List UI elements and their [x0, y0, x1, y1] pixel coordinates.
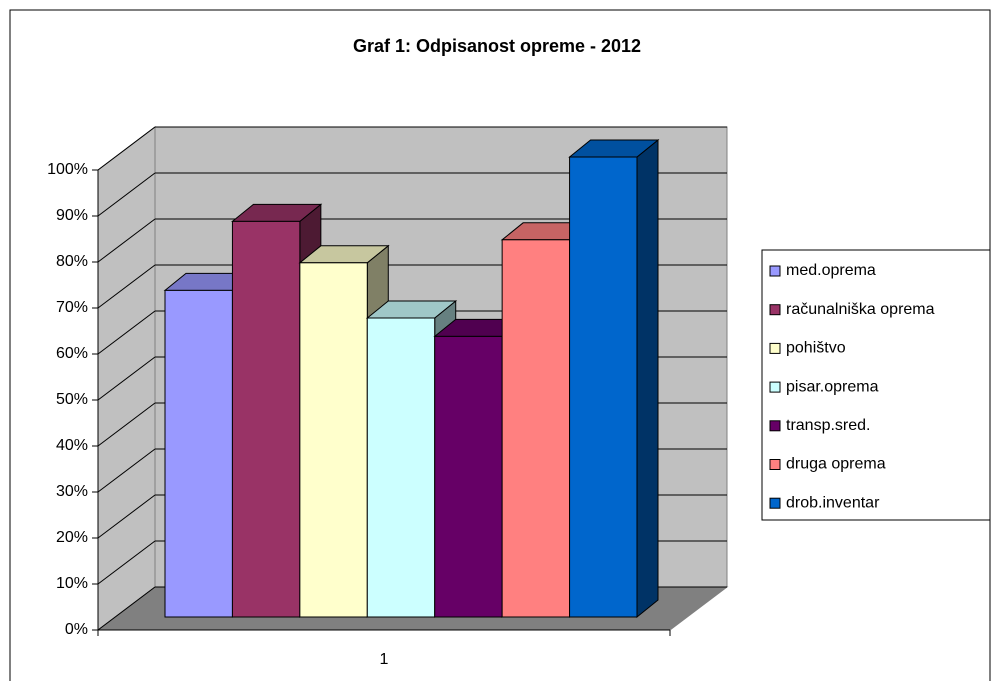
legend-swatch	[769, 420, 781, 432]
legend-label: druga oprema	[786, 456, 886, 473]
grid-line	[97, 126, 156, 171]
bar-side	[636, 138, 659, 619]
grid-line	[97, 494, 156, 539]
chart-title: Graf 1: Odpisanost opreme - 2012	[353, 36, 641, 56]
bar	[569, 156, 638, 618]
y-tick-label: 100%	[47, 161, 88, 178]
y-tick-label: 50%	[56, 391, 88, 408]
legend-swatch	[769, 381, 781, 393]
y-tick-label: 40%	[56, 437, 88, 454]
grid-line	[97, 586, 156, 631]
x-tick-label: 1	[380, 651, 389, 668]
bar	[366, 317, 436, 618]
y-tick-label: 90%	[56, 207, 88, 224]
y-tick-label: 10%	[56, 575, 88, 592]
legend-swatch	[769, 304, 781, 316]
grid-line	[97, 448, 156, 493]
y-tick-label: 60%	[56, 345, 88, 362]
legend-swatch	[769, 265, 781, 277]
y-tick-label: 70%	[56, 299, 88, 316]
legend-label: računalniška oprema	[786, 301, 935, 318]
grid-line	[97, 356, 156, 401]
legend-label: drob.inventar	[786, 494, 880, 511]
grid-line	[97, 218, 156, 263]
legend	[761, 249, 991, 521]
grid-line	[97, 172, 156, 217]
bar	[434, 335, 503, 618]
y-tick-label: 30%	[56, 483, 88, 500]
legend-label: transp.sred.	[786, 417, 870, 434]
legend-label: med.oprema	[786, 262, 876, 279]
legend-swatch	[769, 497, 781, 509]
legend-label: pohištvo	[786, 340, 846, 357]
grid-line	[97, 540, 156, 585]
bar	[501, 239, 571, 618]
legend-label: pisar.oprema	[786, 378, 879, 395]
legend-swatch	[769, 459, 781, 470]
grid-line	[97, 402, 156, 447]
grid-line	[97, 264, 156, 309]
bar	[299, 262, 368, 618]
y-tick-label: 0%	[65, 621, 88, 638]
bar	[231, 220, 301, 618]
legend-swatch	[769, 342, 781, 354]
grid-line	[97, 310, 156, 355]
y-tick-label: 20%	[56, 529, 88, 546]
bar	[164, 289, 233, 618]
y-tick-label: 80%	[56, 253, 88, 270]
